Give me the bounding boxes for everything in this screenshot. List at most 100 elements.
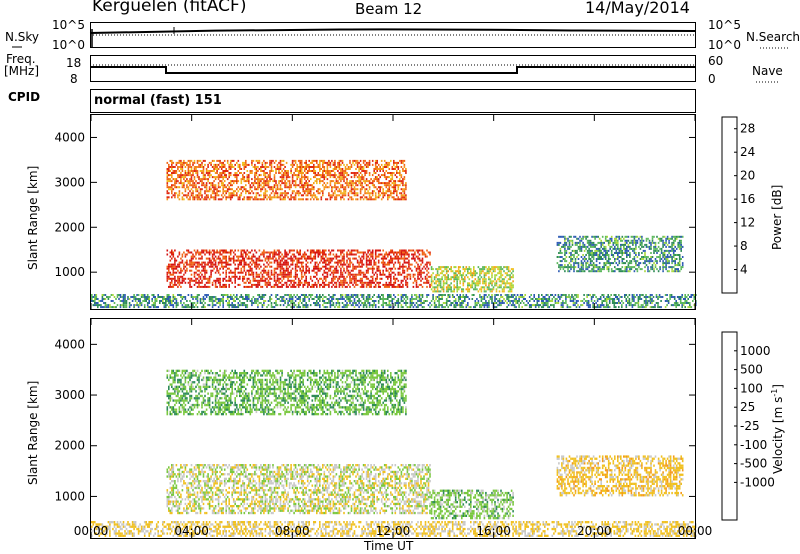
echo-cell bbox=[225, 275, 227, 278]
echo-cell bbox=[240, 261, 243, 264]
echo-cell bbox=[205, 269, 208, 272]
echo-cell bbox=[370, 192, 372, 195]
echo-cell bbox=[390, 296, 392, 298]
echo-cell bbox=[223, 255, 226, 258]
echo-cell bbox=[436, 300, 439, 302]
echo-cell bbox=[343, 172, 345, 174]
echo-cell bbox=[362, 176, 365, 179]
echo-cell bbox=[382, 259, 384, 262]
echo-cell bbox=[397, 166, 400, 168]
echo-cell bbox=[196, 306, 199, 309]
echo-cell bbox=[199, 192, 202, 195]
echo-cell bbox=[225, 168, 227, 170]
echo-cell bbox=[242, 190, 244, 193]
echo-cell bbox=[255, 298, 258, 300]
echo-cell bbox=[353, 186, 356, 189]
echo-cell bbox=[347, 184, 350, 187]
echo-cell bbox=[195, 180, 197, 183]
echo-cell bbox=[365, 180, 368, 183]
echo-cell bbox=[361, 182, 363, 185]
echo-cell bbox=[300, 176, 303, 179]
echo-cell bbox=[329, 172, 332, 174]
echo-cell bbox=[393, 281, 395, 284]
echo-cell bbox=[476, 288, 478, 291]
echo-cell bbox=[309, 249, 312, 252]
echo-cell bbox=[222, 172, 224, 174]
echo-cell bbox=[341, 168, 344, 170]
echo-cell bbox=[450, 288, 452, 291]
echo-cell bbox=[119, 296, 122, 298]
echo-cell bbox=[365, 257, 368, 260]
echo-cell bbox=[429, 285, 431, 288]
echo-cell bbox=[214, 178, 217, 181]
echo-cell bbox=[296, 294, 298, 296]
echo-cell bbox=[260, 194, 262, 197]
echo-cell bbox=[326, 259, 329, 262]
echo-cell bbox=[382, 273, 384, 276]
echo-cell bbox=[249, 192, 252, 195]
echo-cell bbox=[245, 188, 247, 191]
echo-cell bbox=[462, 288, 465, 291]
echo-cell bbox=[119, 306, 122, 309]
echo-cell bbox=[281, 271, 283, 274]
echo-cell bbox=[396, 172, 398, 174]
echo-cell bbox=[376, 166, 378, 168]
echo-cell bbox=[427, 281, 430, 284]
echo-cell bbox=[183, 163, 185, 166]
echo-cell bbox=[303, 273, 306, 276]
echo-cell bbox=[483, 274, 486, 277]
echo-cell bbox=[374, 176, 377, 179]
echo-cell bbox=[254, 263, 256, 266]
echo-cell bbox=[441, 278, 443, 281]
echo-cell bbox=[497, 268, 499, 271]
echo-cell bbox=[332, 192, 335, 195]
echo-cell bbox=[121, 300, 123, 302]
echo-cell bbox=[352, 192, 354, 195]
echo-cell bbox=[204, 178, 206, 181]
echo-cell bbox=[370, 251, 372, 254]
echo-cell bbox=[352, 172, 354, 174]
echo-cell bbox=[476, 298, 478, 300]
echo-cell bbox=[483, 282, 486, 285]
echo-cell bbox=[239, 168, 241, 170]
echo-cell bbox=[359, 273, 362, 276]
echo-cell bbox=[397, 172, 400, 174]
echo-cell bbox=[319, 285, 321, 288]
echo-cell bbox=[237, 198, 240, 201]
echo-cell bbox=[306, 186, 309, 189]
echo-cell bbox=[421, 296, 424, 298]
echo-cell bbox=[258, 267, 261, 270]
echo-cell bbox=[263, 178, 265, 181]
echo-cell bbox=[313, 172, 315, 174]
echo-cell bbox=[376, 249, 378, 252]
echo-cell bbox=[456, 294, 458, 296]
echo-cell bbox=[189, 170, 191, 172]
echo-cell bbox=[285, 275, 288, 278]
echo-cell bbox=[306, 190, 309, 193]
echo-cell bbox=[205, 194, 208, 197]
echo-cell bbox=[506, 286, 508, 289]
echo-cell bbox=[313, 159, 315, 162]
echo-cell bbox=[276, 265, 279, 268]
echo-cell bbox=[308, 180, 310, 183]
echo-cell bbox=[242, 296, 244, 298]
echo-cell bbox=[285, 174, 288, 177]
echo-cell bbox=[172, 178, 175, 181]
echo-cell bbox=[294, 198, 297, 201]
echo-cell bbox=[473, 274, 475, 277]
echo-cell bbox=[405, 188, 407, 191]
echo-cell bbox=[444, 276, 446, 279]
echo-cell bbox=[273, 253, 276, 256]
echo-cell bbox=[376, 196, 378, 199]
echo-cell bbox=[335, 283, 338, 286]
echo-cell bbox=[406, 296, 409, 298]
echo-cell bbox=[201, 180, 203, 183]
echo-cell bbox=[216, 176, 218, 179]
echo-cell bbox=[396, 198, 398, 201]
echo-cell bbox=[341, 279, 344, 282]
echo-cell bbox=[418, 269, 421, 272]
echo-cell bbox=[367, 166, 369, 168]
echo-cell bbox=[210, 170, 212, 172]
echo-cell bbox=[201, 255, 203, 258]
echo-cell bbox=[284, 269, 286, 272]
